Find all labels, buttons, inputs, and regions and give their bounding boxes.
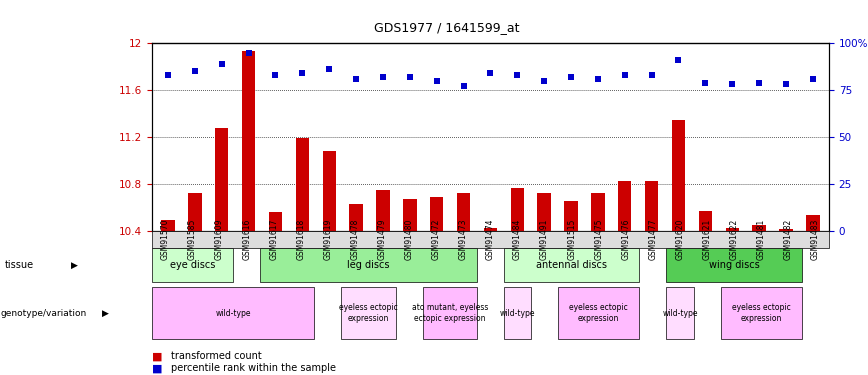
Text: GSM91479: GSM91479 xyxy=(378,219,386,260)
Text: percentile rank within the sample: percentile rank within the sample xyxy=(171,363,336,373)
Text: GSM91622: GSM91622 xyxy=(730,219,739,260)
Bar xyxy=(269,212,282,231)
Point xyxy=(806,76,819,82)
Point xyxy=(645,72,659,78)
Bar xyxy=(645,182,658,231)
Point xyxy=(214,61,228,67)
Text: GSM91618: GSM91618 xyxy=(296,219,306,260)
Bar xyxy=(188,193,201,231)
Text: GSM91482: GSM91482 xyxy=(784,219,792,260)
Text: ■: ■ xyxy=(152,363,162,373)
Bar xyxy=(430,196,444,231)
Text: leg discs: leg discs xyxy=(347,260,390,270)
Point xyxy=(430,78,444,84)
Text: ▶: ▶ xyxy=(102,309,109,318)
Point xyxy=(537,78,551,84)
Text: eye discs: eye discs xyxy=(170,260,215,270)
Text: GSM91473: GSM91473 xyxy=(459,219,468,260)
Text: eyeless ectopic
expression: eyeless ectopic expression xyxy=(569,303,628,323)
Text: GSM91617: GSM91617 xyxy=(269,219,279,260)
Text: GSM91619: GSM91619 xyxy=(324,219,332,260)
Point xyxy=(618,72,632,78)
Text: GSM91621: GSM91621 xyxy=(702,219,712,260)
Bar xyxy=(699,211,712,231)
Bar xyxy=(806,215,819,231)
Text: GSM91585: GSM91585 xyxy=(188,219,197,260)
Bar xyxy=(161,220,174,231)
Text: GSM91609: GSM91609 xyxy=(215,219,224,260)
Bar xyxy=(591,193,605,231)
Text: GSM91477: GSM91477 xyxy=(648,219,657,260)
Point xyxy=(241,50,255,55)
Bar xyxy=(618,182,631,231)
Point xyxy=(753,80,766,86)
Point xyxy=(322,66,336,72)
Bar xyxy=(403,199,417,231)
Text: eyeless ectopic
expression: eyeless ectopic expression xyxy=(339,303,398,323)
Bar xyxy=(510,189,524,231)
Text: GSM91616: GSM91616 xyxy=(242,219,251,260)
Text: eyeless ectopic
expression: eyeless ectopic expression xyxy=(732,303,791,323)
Text: wild-type: wild-type xyxy=(500,309,536,318)
Text: GSM91476: GSM91476 xyxy=(621,219,630,260)
Text: GSM91474: GSM91474 xyxy=(486,219,495,260)
Point xyxy=(188,68,202,74)
Bar xyxy=(779,230,792,231)
Text: wild-type: wild-type xyxy=(215,309,251,318)
Point xyxy=(483,70,497,76)
Text: GSM91620: GSM91620 xyxy=(675,219,685,260)
Text: GSM91491: GSM91491 xyxy=(540,219,549,260)
Text: GSM91484: GSM91484 xyxy=(513,219,522,260)
Bar xyxy=(564,201,578,231)
Text: ■: ■ xyxy=(152,351,162,361)
Text: wing discs: wing discs xyxy=(709,260,760,270)
Point xyxy=(403,74,417,80)
Text: ato mutant, eyeless
ectopic expression: ato mutant, eyeless ectopic expression xyxy=(411,303,488,323)
Bar xyxy=(323,151,336,231)
Text: ▶: ▶ xyxy=(71,261,78,270)
Bar xyxy=(215,128,228,231)
Point xyxy=(349,76,363,82)
Bar xyxy=(376,190,390,231)
Point xyxy=(726,81,740,87)
Bar xyxy=(349,204,363,231)
Point xyxy=(672,57,686,63)
Text: tissue: tissue xyxy=(4,260,34,270)
Bar xyxy=(483,228,497,231)
Text: wild-type: wild-type xyxy=(662,309,698,318)
Text: GSM91483: GSM91483 xyxy=(811,219,820,260)
Text: GSM91515: GSM91515 xyxy=(567,219,576,260)
Bar xyxy=(296,138,309,231)
Bar xyxy=(242,51,255,231)
Bar xyxy=(457,193,470,231)
Point xyxy=(591,76,605,82)
Text: GSM91480: GSM91480 xyxy=(404,219,414,260)
Bar xyxy=(672,120,685,231)
Point xyxy=(699,80,713,86)
Text: transformed count: transformed count xyxy=(171,351,262,361)
Text: GSM91472: GSM91472 xyxy=(431,219,441,260)
Point xyxy=(268,72,282,78)
Text: antennal discs: antennal discs xyxy=(536,260,607,270)
Text: GDS1977 / 1641599_at: GDS1977 / 1641599_at xyxy=(374,21,520,34)
Point xyxy=(295,70,309,76)
Text: GSM91481: GSM91481 xyxy=(757,219,766,260)
Text: GSM91478: GSM91478 xyxy=(351,219,359,260)
Point xyxy=(161,72,175,78)
Bar xyxy=(726,228,739,231)
Point xyxy=(564,74,578,80)
Text: GSM91475: GSM91475 xyxy=(595,219,603,260)
Bar xyxy=(753,225,766,231)
Point xyxy=(510,72,524,78)
Text: GSM91570: GSM91570 xyxy=(161,219,170,260)
Bar xyxy=(537,193,551,231)
Point xyxy=(779,81,792,87)
Point xyxy=(457,83,470,89)
Text: genotype/variation: genotype/variation xyxy=(1,309,87,318)
Point xyxy=(376,74,390,80)
